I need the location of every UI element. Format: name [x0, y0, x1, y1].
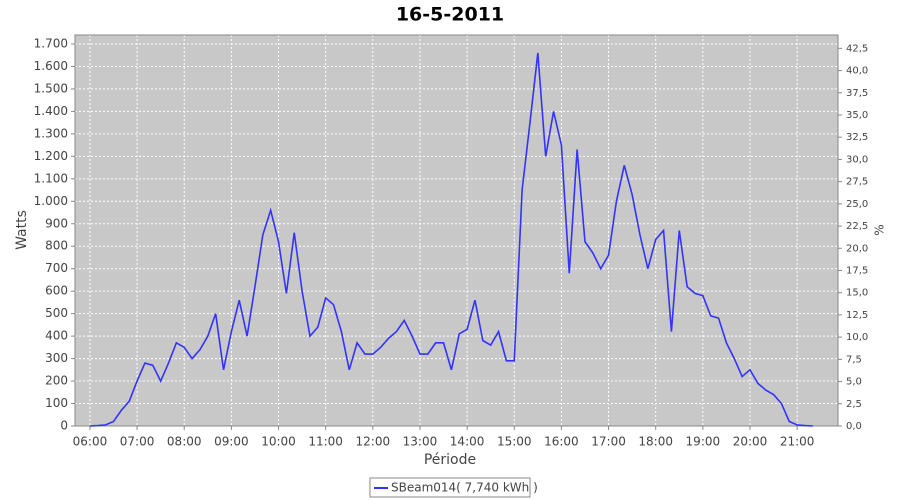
y2-tick-label: 25,0 — [846, 199, 868, 210]
x-tick-label: 21:00 — [780, 435, 815, 449]
plot-border — [74, 34, 839, 427]
y2-tick-label: 5,0 — [846, 377, 862, 388]
x-tick-label: 16:00 — [544, 435, 579, 449]
x-tick-label: 17:00 — [591, 435, 626, 449]
y2-tick-label: 10,0 — [846, 332, 868, 343]
y2-tick-label: 37,5 — [846, 88, 868, 99]
y-tick-label: 800 — [45, 239, 68, 253]
x-axis-label: Période — [424, 452, 476, 468]
x-tick-label: 08:00 — [167, 435, 202, 449]
x-tick-label: 20:00 — [733, 435, 768, 449]
y2-axis-label: % — [873, 224, 887, 235]
x-tick-label: 07:00 — [120, 435, 155, 449]
y-tick-label: 700 — [45, 261, 68, 275]
y2-tick-label: 42,5 — [846, 43, 868, 54]
y-tick-label: 900 — [45, 216, 68, 230]
y2-tick-label: 20,0 — [846, 243, 868, 254]
y-tick-label: 1.400 — [34, 104, 68, 118]
y2-tick-label: 35,0 — [846, 110, 868, 121]
y2-tick-label: 15,0 — [846, 288, 868, 299]
y-axis-label: Watts — [14, 210, 30, 250]
y2-tick-label: 22,5 — [846, 221, 868, 232]
y2-tick-label: 2,5 — [846, 399, 862, 410]
y2-tick-label: 7,5 — [846, 354, 862, 365]
y-tick-label: 1.100 — [34, 171, 68, 185]
x-tick-label: 06:00 — [73, 435, 108, 449]
y-tick-label: 1.300 — [34, 126, 68, 140]
y2-tick-label: 17,5 — [846, 265, 868, 276]
x-tick-label: 18:00 — [638, 435, 673, 449]
plot-area — [74, 34, 839, 427]
x-tick-label: 15:00 — [497, 435, 532, 449]
y-tick-label: 300 — [45, 351, 68, 365]
data-line — [89, 52, 813, 427]
legend-label: SBeam014( 7,740 kWh ) — [391, 481, 538, 495]
x-tick-label: 12:00 — [356, 435, 391, 449]
y-tick-label: 500 — [45, 306, 68, 320]
y-tick-label: 1.500 — [34, 81, 68, 95]
y2-tick-label: 12,5 — [846, 310, 868, 321]
y-tick-label: 400 — [45, 329, 68, 343]
x-tick-label: 14:00 — [450, 435, 485, 449]
y-tick-label: 1.200 — [34, 149, 68, 163]
y-tick-label: 0 — [60, 419, 68, 433]
legend — [369, 477, 531, 498]
x-tick-label: 09:00 — [214, 435, 249, 449]
x-tick-label: 13:00 — [403, 435, 438, 449]
y-tick-label: 100 — [45, 396, 68, 410]
y-tick-label: 1.600 — [34, 59, 68, 73]
y-tick-label: 600 — [45, 284, 68, 298]
x-tick-label: 10:00 — [261, 435, 296, 449]
chart-title: 16-5-2011 — [396, 4, 504, 26]
y2-tick-label: 27,5 — [846, 177, 868, 188]
x-tick-label: 19:00 — [686, 435, 721, 449]
y2-tick-label: 40,0 — [846, 66, 868, 77]
y2-tick-label: 32,5 — [846, 132, 868, 143]
y-tick-label: 1.000 — [34, 194, 68, 208]
y2-tick-label: 30,0 — [846, 154, 868, 165]
y2-tick-label: 0,0 — [846, 421, 862, 432]
y-tick-label: 1.700 — [34, 36, 68, 50]
x-tick-label: 11:00 — [308, 435, 343, 449]
y-tick-label: 200 — [45, 374, 68, 388]
